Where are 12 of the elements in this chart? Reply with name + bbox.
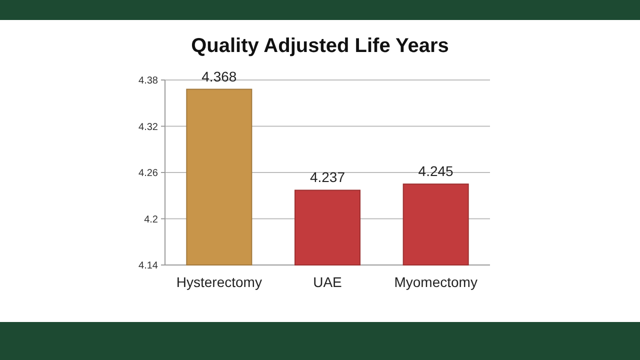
x-tick-label: Myomectomy — [394, 274, 478, 290]
chart-title: Quality Adjusted Life Years — [191, 35, 449, 57]
y-tick-label: 4.2 — [144, 214, 158, 226]
y-tick-label: 4.38 — [138, 76, 158, 86]
x-tick-label: Hysterectomy — [176, 274, 262, 290]
y-tick-label: 4.26 — [138, 168, 158, 179]
x-tick-label: UAE — [313, 274, 342, 290]
data-label: 4.237 — [310, 169, 346, 186]
y-tick-label: 4.14 — [138, 260, 158, 272]
y-tick-label: 4.32 — [138, 122, 158, 133]
data-label: 4.368 — [202, 68, 237, 84]
data-label: 4.245 — [418, 163, 454, 180]
